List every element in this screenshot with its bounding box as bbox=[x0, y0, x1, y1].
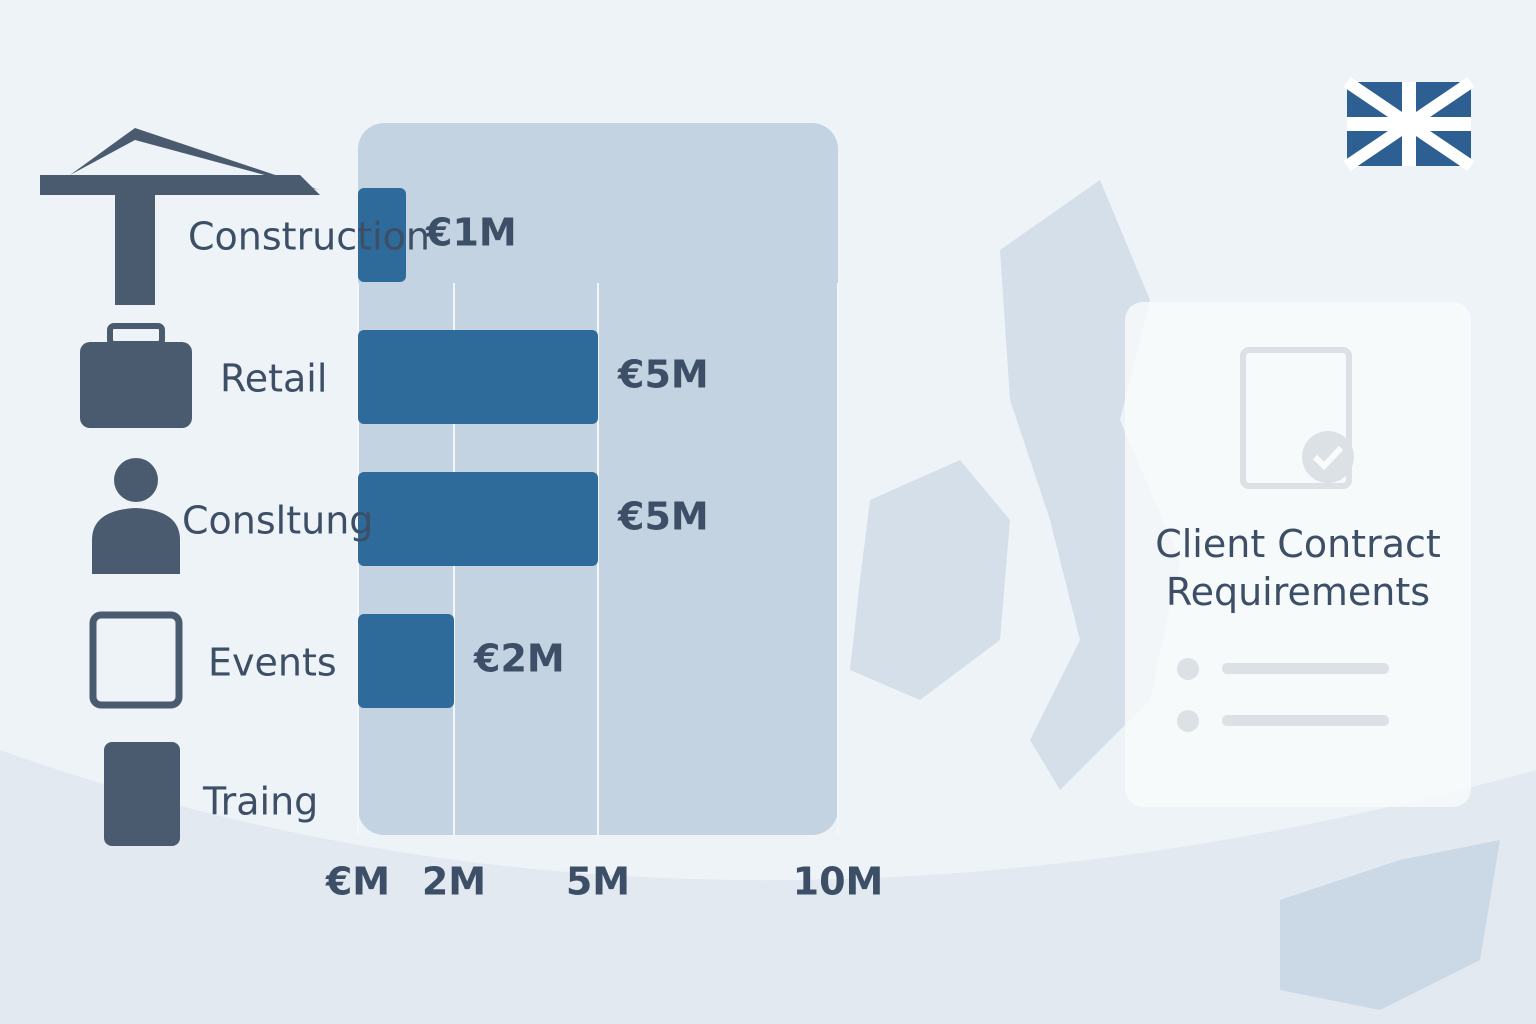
x-tick-label: €M bbox=[325, 860, 390, 904]
map-europe bbox=[1280, 840, 1500, 1010]
bar bbox=[358, 330, 598, 424]
x-tick-label: 5M bbox=[566, 860, 630, 904]
value-label: €1M bbox=[425, 211, 517, 255]
category-label: Construction bbox=[188, 215, 430, 259]
card bbox=[1125, 302, 1471, 807]
value-label: €5M bbox=[617, 353, 709, 397]
bar bbox=[358, 188, 406, 282]
value-label: €5M bbox=[617, 495, 709, 539]
flag bbox=[1343, 77, 1475, 171]
bar bbox=[358, 614, 454, 708]
x-tick-label: 10M bbox=[793, 860, 884, 904]
background-wave bbox=[0, 750, 1536, 1024]
category-label: Events bbox=[208, 641, 337, 685]
value-label: €2M bbox=[473, 637, 565, 681]
category-label: Traing bbox=[202, 780, 318, 824]
map-ireland bbox=[850, 460, 1010, 700]
x-tick-label: 2M bbox=[422, 860, 486, 904]
icons bbox=[40, 128, 320, 846]
card-title: Client Contract Requirements bbox=[1155, 522, 1441, 614]
category-label: Retail bbox=[220, 357, 327, 401]
bar bbox=[358, 472, 598, 566]
category-label: Consltung bbox=[182, 499, 373, 543]
